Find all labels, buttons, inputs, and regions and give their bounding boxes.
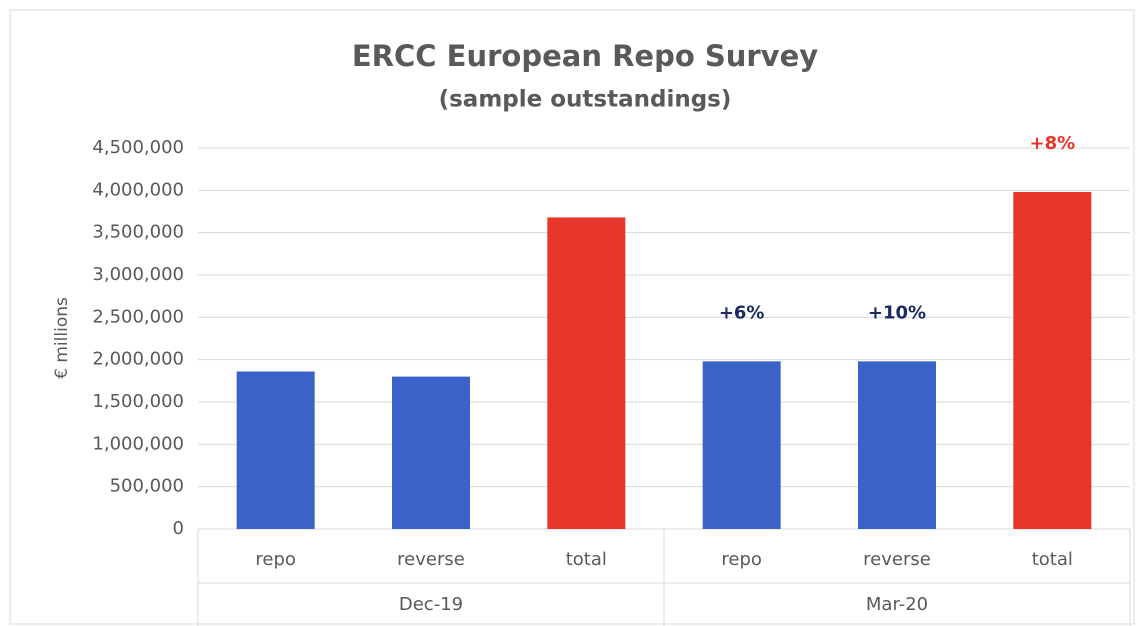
x-tick-label: reverse <box>397 549 465 570</box>
bar <box>702 361 781 529</box>
x-tick-label: repo <box>721 549 762 570</box>
bar <box>236 371 315 529</box>
chart-subtitle: (sample outstandings) <box>439 87 732 113</box>
x-tick-label: repo <box>255 549 296 570</box>
x-tick-label: reverse <box>863 549 931 570</box>
group-label: Dec-19 <box>399 594 463 615</box>
annotation: +10% <box>868 302 926 323</box>
y-tick-label: 4,000,000 <box>92 179 184 200</box>
y-axis-label: € millions <box>52 297 72 379</box>
bar <box>547 217 626 529</box>
chart-border <box>9 9 1135 625</box>
x-tick-label: total <box>566 549 607 570</box>
bar <box>858 361 936 529</box>
y-tick-label: 2,500,000 <box>92 306 184 327</box>
y-tick-label: 4,500,000 <box>92 137 184 158</box>
annotation: +6% <box>719 302 765 323</box>
annotation: +8% <box>1030 133 1076 154</box>
y-tick-label: 0 <box>173 518 184 539</box>
y-tick-label: 2,000,000 <box>92 349 184 370</box>
y-tick-label: 1,000,000 <box>92 433 184 454</box>
group-label: Mar-20 <box>866 594 928 615</box>
bar <box>392 376 470 529</box>
y-tick-label: 500,000 <box>110 476 184 497</box>
chart-title: ERCC European Repo Survey <box>352 39 818 73</box>
x-tick-label: total <box>1032 549 1073 570</box>
y-tick-label: 3,500,000 <box>92 222 184 243</box>
bar <box>1013 192 1092 529</box>
y-tick-label: 1,500,000 <box>92 391 184 412</box>
y-tick-label: 3,000,000 <box>92 264 184 285</box>
